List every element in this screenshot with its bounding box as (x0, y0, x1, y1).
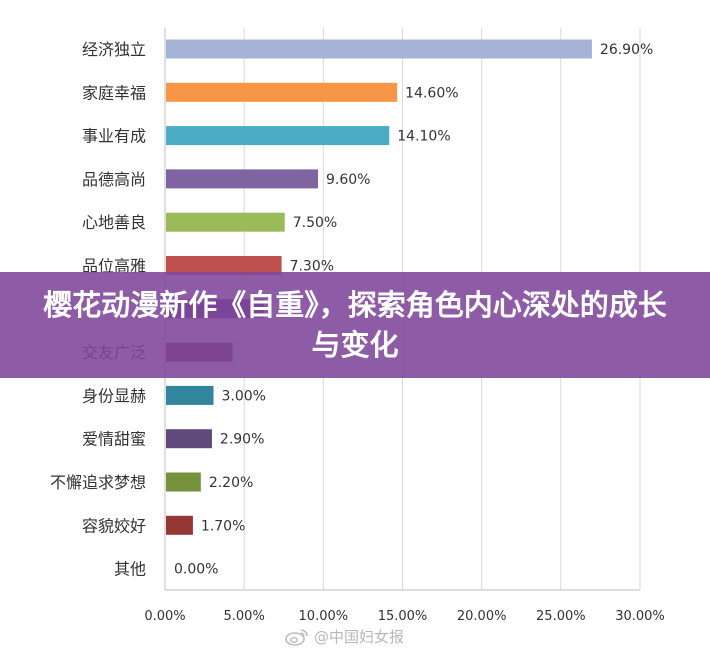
x-tick-label: 25.00% (536, 609, 586, 624)
category-label: 其他 (114, 560, 146, 579)
bar (166, 212, 285, 232)
bar (166, 39, 592, 59)
data-label: 2.90% (220, 432, 264, 448)
data-label: 26.90% (600, 42, 653, 58)
data-label: 1.70% (201, 518, 245, 534)
data-label: 2.20% (209, 475, 253, 491)
data-label: 3.00% (222, 388, 266, 404)
bar (166, 169, 318, 189)
data-label: 0.00% (174, 562, 218, 578)
bar (166, 515, 193, 535)
data-label: 14.60% (405, 85, 458, 101)
category-label: 不懈追求梦想 (50, 473, 146, 492)
headline-banner: 樱花动漫新作《自重》，探索角色内心深处的成长与变化 (0, 272, 710, 378)
x-tick-label: 0.00% (144, 609, 185, 624)
category-label: 事业有成 (82, 127, 146, 146)
category-label: 经济独立 (82, 40, 146, 59)
value-labels: 26.90% 14.60% 14.10% 9.60% 7.50% 7.30% 3.00% 2.… (174, 42, 653, 578)
headline-text: 樱花动漫新作《自重》，探索角色内心深处的成长与变化 (43, 288, 667, 362)
bar (166, 256, 282, 275)
bar (166, 429, 212, 449)
weibo-icon (285, 628, 308, 646)
category-label: 品德高尚 (82, 170, 146, 189)
data-label: 7.30% (290, 259, 334, 275)
bar (166, 126, 390, 146)
category-label: 爱情甜蜜 (82, 430, 146, 449)
data-label: 9.60% (326, 172, 370, 188)
bar (166, 472, 201, 492)
category-label: 品位高雅 (82, 257, 146, 276)
bar (166, 82, 398, 102)
x-tick-label: 20.00% (457, 609, 507, 624)
category-label: 家庭幸福 (82, 83, 146, 102)
bar (166, 385, 214, 405)
category-label: 身份显赫 (82, 386, 146, 405)
category-label: 容貌姣好 (82, 516, 146, 535)
x-tick-label: 10.00% (299, 609, 349, 624)
x-tick-label: 5.00% (224, 609, 265, 624)
category-label: 心地善良 (82, 213, 146, 232)
watermark: @中国妇女报 (285, 626, 404, 647)
watermark-text: @中国妇女报 (314, 628, 405, 646)
data-label: 14.10% (397, 129, 450, 145)
bars (166, 39, 592, 535)
x-tick-label: 15.00% (378, 609, 428, 624)
x-tick-labels: 0.00% 5.00% 10.00% 15.00% 20.00% 25.00% 30.00% (144, 609, 664, 624)
data-label: 7.50% (293, 215, 337, 231)
x-tick-label: 30.00% (615, 609, 665, 624)
